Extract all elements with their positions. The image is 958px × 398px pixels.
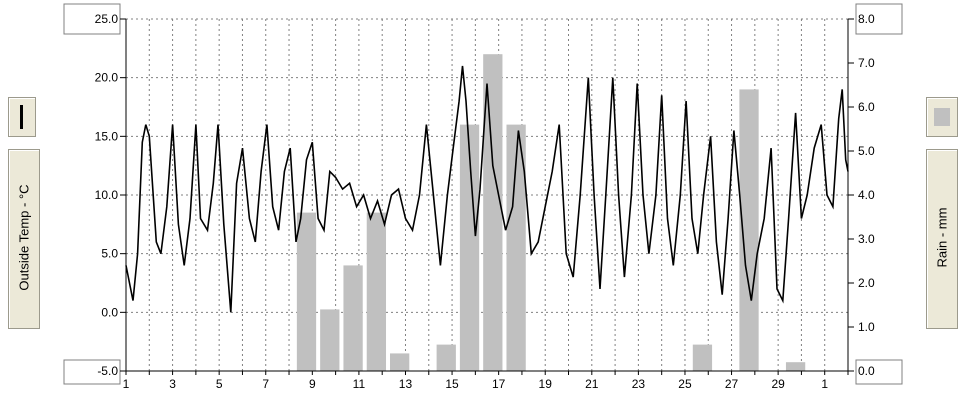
rain-bar xyxy=(366,212,387,371)
x-tick-label: 17 xyxy=(492,377,506,391)
temperature-line xyxy=(125,65,849,313)
x-axis-ticks: 1 3 5 7 9 11 13 15 17 19 21 23 25 27 29 1 xyxy=(123,371,849,391)
x-tick-label: 25 xyxy=(678,377,692,391)
x-tick-label: 9 xyxy=(309,377,316,391)
right-tick-label: 8.0 xyxy=(858,12,875,26)
x-tick-label: 23 xyxy=(632,377,646,391)
left-tick-label: 5.0 xyxy=(101,247,118,261)
rain-bar xyxy=(785,362,806,371)
left-tick-label: 10.0 xyxy=(95,188,119,202)
bar-swatch-icon xyxy=(934,108,950,126)
line-swatch-icon xyxy=(20,105,23,129)
right-tick-label: 6.0 xyxy=(858,100,875,114)
x-tick-label: 1 xyxy=(821,377,828,391)
x-tick-label: 29 xyxy=(771,377,785,391)
x-tick-label: 13 xyxy=(399,377,413,391)
right-tick-label: 1.0 xyxy=(858,320,875,334)
x-tick-label: 11 xyxy=(353,377,366,391)
x-tick-label: 7 xyxy=(262,377,269,391)
x-tick-label: 1 xyxy=(123,377,130,391)
x-tick-label: 15 xyxy=(445,377,459,391)
left-tick-label: -5.0 xyxy=(97,364,118,378)
rain-bar xyxy=(739,89,759,372)
rain-bar xyxy=(483,54,503,371)
right-axis-top-box xyxy=(855,3,903,35)
right-axis-bottom-box xyxy=(855,359,903,385)
x-tick-label: 19 xyxy=(539,377,553,391)
rain-bars xyxy=(296,54,806,372)
rain-bar xyxy=(506,124,526,371)
rain-bar xyxy=(343,265,363,371)
right-tick-label: 3.0 xyxy=(858,232,875,246)
x-tick-label: 3 xyxy=(169,377,176,391)
right-axis-ticks: 0.0 1.0 2.0 3.0 4.0 5.0 6.0 7.0 8.0 xyxy=(848,12,875,378)
left-tick-label: 20.0 xyxy=(95,71,119,85)
left-tick-label: 15.0 xyxy=(95,129,119,143)
right-tick-label: 2.0 xyxy=(858,276,875,290)
rain-bar xyxy=(692,344,713,371)
x-tick-label: 21 xyxy=(585,377,599,391)
x-tick-label: 27 xyxy=(725,377,739,391)
left-axis-bottom-box xyxy=(63,359,121,385)
x-tick-label: 5 xyxy=(216,377,223,391)
left-legend-swatch-button[interactable] xyxy=(8,97,36,137)
right-tick-label: 4.0 xyxy=(858,188,875,202)
left-tick-label: 25.0 xyxy=(95,12,119,26)
left-axis-label-panel[interactable]: Outside Temp - °C xyxy=(8,149,40,329)
right-tick-label: 0.0 xyxy=(858,364,875,378)
rain-bar xyxy=(459,124,480,371)
right-tick-label: 5.0 xyxy=(858,144,875,158)
right-tick-label: 7.0 xyxy=(858,56,875,70)
rain-bar xyxy=(436,344,456,371)
left-axis-ticks: -5.0 0.0 5.0 10.0 15.0 20.0 25.0 xyxy=(95,12,126,378)
right-axis-label-panel[interactable]: Rain - mm xyxy=(926,149,958,329)
rain-bar xyxy=(296,212,317,371)
rain-bar xyxy=(390,353,410,371)
left-tick-label: 0.0 xyxy=(101,305,118,319)
rain-bar xyxy=(320,309,340,371)
